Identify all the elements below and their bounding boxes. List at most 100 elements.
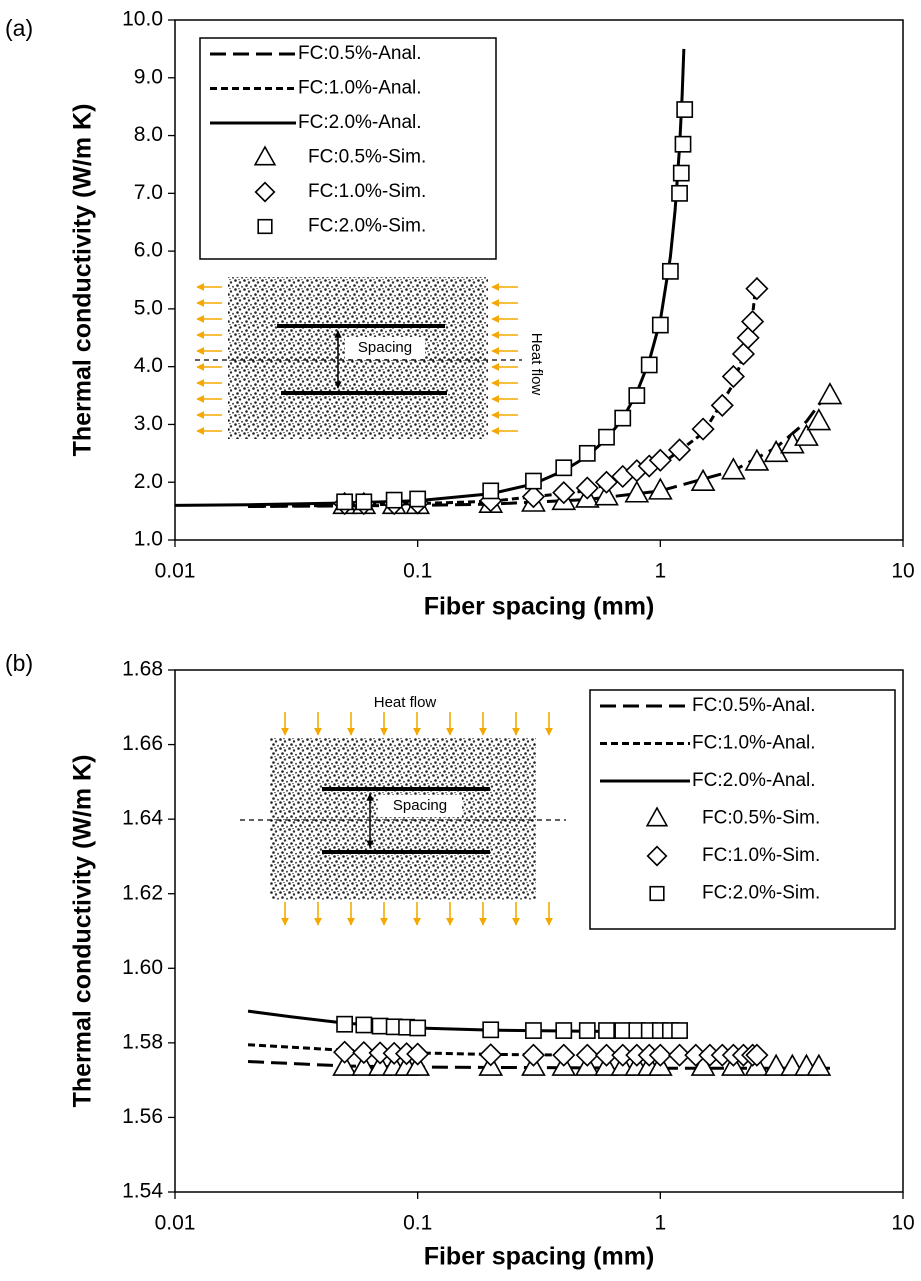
marker-diamond (521, 485, 546, 509)
marker-diamond (333, 1040, 357, 1064)
marker-triangle (744, 448, 770, 471)
marker-triangle (794, 423, 819, 446)
legend-label: FC:2.0%-Sim. (308, 216, 426, 237)
legend-label: FC:0.5%-Anal. (298, 43, 422, 64)
marker-square (578, 1022, 596, 1039)
marker-triangle (332, 1053, 357, 1076)
marker-triangle (624, 480, 650, 503)
marker-square (578, 444, 596, 462)
y-tick-label: 1.60 (122, 956, 163, 979)
x-tick-label: 1 (654, 1212, 666, 1235)
marker-square (555, 459, 573, 477)
y-tick-label: 1.56 (122, 1105, 163, 1128)
legend-label: FC:1.0%-Anal. (692, 733, 816, 754)
y-tick-label: 6.0 (134, 239, 163, 262)
y-tick-label: 5.0 (134, 296, 163, 319)
marker-square (482, 1021, 500, 1039)
marker-diamond (745, 277, 769, 301)
marker-triangle (817, 382, 843, 405)
x-tick-label: 10 (891, 560, 914, 583)
legend-label: FC:0.5%-Sim. (308, 147, 426, 168)
legend-box (199, 37, 497, 260)
marker-triangle (253, 145, 277, 166)
legend-label: FC:2.0%-Sim. (702, 883, 820, 904)
y-tick-label: 8.0 (134, 123, 163, 146)
marker-square (649, 885, 665, 902)
marker-square (614, 409, 632, 427)
panel-label: (a) (5, 15, 33, 41)
legend-box (589, 689, 896, 930)
marker-diamond (552, 1043, 576, 1067)
marker-square (651, 316, 669, 334)
y-tick-label: 7.0 (134, 181, 163, 204)
legend-label: FC:1.0%-Sim. (308, 181, 426, 202)
marker-triangle (594, 483, 619, 506)
marker-diamond (352, 1040, 376, 1065)
y-tick-label: 1.62 (122, 881, 163, 904)
marker-diamond (745, 1043, 769, 1067)
marker-triangle (690, 468, 716, 492)
marker-diamond (648, 448, 672, 472)
marker-diamond (710, 393, 734, 417)
marker-square (409, 490, 427, 508)
marker-diamond (552, 481, 576, 505)
marker-square (598, 1022, 615, 1039)
marker-diamond (521, 1043, 546, 1067)
x-tick-label: 0.01 (155, 560, 196, 583)
x-axis-label: Fiber spacing (mm) (424, 593, 655, 621)
y-tick-label: 1.68 (122, 658, 163, 681)
legend-label: FC:1.0%-Sim. (702, 845, 820, 866)
y-tick-label: 9.0 (134, 65, 163, 88)
inset-label: Spacing (393, 797, 447, 814)
marker-square (355, 1016, 373, 1034)
marker-square (674, 135, 692, 153)
x-tick-label: 0.1 (403, 560, 432, 583)
marker-square (409, 1019, 427, 1037)
marker-diamond (646, 845, 668, 867)
plot-frame (174, 19, 904, 541)
legend-label: FC:1.0%-Anal. (298, 78, 422, 99)
inset-label: Heat flow (528, 333, 545, 396)
inset-label: Spacing (358, 339, 412, 356)
y-axis-label: Thermal conductivity (W/m K) (69, 755, 97, 1108)
marker-square (676, 101, 694, 118)
marker-square (555, 1022, 573, 1039)
marker-square (525, 1022, 542, 1039)
x-tick-label: 10 (891, 1212, 914, 1235)
marker-square (661, 262, 679, 280)
marker-diamond (575, 1043, 599, 1067)
y-tick-label: 10.0 (122, 8, 163, 31)
marker-triangle (806, 1053, 832, 1076)
marker-diamond (648, 1043, 672, 1067)
legend-label: FC:0.5%-Anal. (692, 695, 816, 716)
marker-square (614, 1022, 632, 1039)
x-axis-label: Fiber spacing (mm) (424, 1243, 655, 1271)
y-tick-label: 1.64 (122, 807, 163, 830)
marker-square (598, 428, 615, 446)
marker-square (336, 1015, 354, 1033)
legend-label: FC:0.5%-Sim. (702, 808, 820, 829)
panel-label: (b) (5, 650, 33, 676)
marker-triangle (351, 1053, 377, 1076)
marker-square (257, 218, 273, 235)
y-tick-label: 2.0 (134, 470, 163, 493)
marker-diamond (741, 310, 765, 334)
marker-diamond (254, 181, 276, 203)
marker-triangle (721, 457, 746, 480)
analytical-line (247, 1060, 830, 1070)
legend-label: FC:2.0%-Anal. (692, 770, 816, 791)
marker-square (672, 164, 690, 182)
marker-triangle (645, 806, 669, 827)
y-tick-label: 1.58 (122, 1030, 163, 1053)
marker-square (355, 493, 373, 511)
marker-diamond (691, 417, 715, 441)
y-tick-label: 3.0 (134, 412, 163, 435)
marker-triangle (806, 408, 832, 431)
marker-diamond (736, 326, 760, 350)
inset-label: Heat flow (374, 694, 437, 711)
marker-square (628, 387, 646, 404)
y-tick-label: 4.0 (134, 354, 163, 377)
marker-square (482, 482, 500, 500)
marker-square (371, 1017, 389, 1035)
